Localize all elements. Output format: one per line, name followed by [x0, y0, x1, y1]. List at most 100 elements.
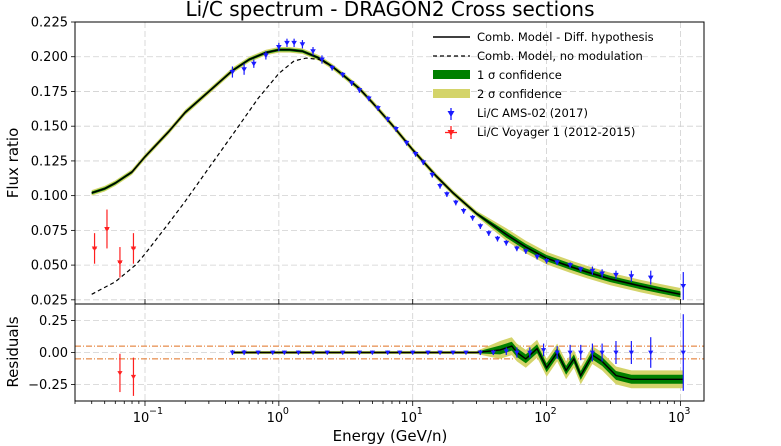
- top-y-tick-label: 0.025: [31, 293, 68, 308]
- ams-residual-point: [229, 350, 236, 356]
- ams-residual-point: [477, 350, 483, 356]
- ams-point: [420, 160, 427, 166]
- ams-point: [310, 49, 316, 54]
- ams-residual-point: [397, 350, 403, 356]
- ams-point: [503, 240, 510, 246]
- residual-model-line: [232, 345, 684, 380]
- ams-residual-point: [241, 350, 247, 356]
- ams-residual-point: [463, 350, 469, 356]
- top-y-tick-label: 0.225: [31, 16, 68, 31]
- x-tick-exponent: 1: [417, 406, 423, 417]
- x-tick-exponent: 2: [551, 406, 557, 417]
- ams-point: [485, 231, 492, 236]
- x-tick-exponent: 3: [684, 406, 690, 417]
- ams-point: [469, 215, 476, 221]
- x-tick-label: 10: [534, 411, 551, 426]
- legend-swatch-1sigma: [433, 70, 470, 79]
- legend: Comb. Model - Diff. hypothesis Comb. Mod…: [433, 30, 654, 139]
- ams-point: [339, 72, 346, 78]
- ams-point: [543, 258, 550, 264]
- x-tick-exponent: 0: [283, 406, 289, 417]
- ams-point: [291, 40, 297, 46]
- ams-residual-point: [514, 350, 520, 356]
- ams-residual-point: [503, 349, 509, 354]
- chart-title: Li/C spectrum - DRAGON2 Cross sections: [185, 0, 594, 21]
- ams-point: [412, 152, 419, 157]
- ams-residual-point: [437, 350, 443, 356]
- ams-residual-point: [425, 350, 431, 356]
- voyager-point: [104, 227, 110, 232]
- ams-point: [460, 208, 467, 214]
- ams-point: [284, 40, 290, 46]
- x-axis-label: Energy (GeV/n): [333, 427, 448, 445]
- ams-point: [366, 96, 372, 102]
- legend-label-voyager: Li/C Voyager 1 (2012-2015): [477, 125, 635, 139]
- ams-point: [494, 236, 501, 242]
- ams-point: [403, 140, 410, 146]
- ams-point: [589, 268, 596, 274]
- ams-point: [613, 272, 619, 278]
- x-tick-label: 10: [133, 411, 150, 426]
- ams-residual-point: [340, 350, 346, 356]
- bottom-y-tick-label: −0.25: [28, 378, 68, 393]
- voyager-residual-point: [130, 374, 137, 380]
- ams-point: [554, 260, 560, 266]
- ams-point: [229, 70, 236, 75]
- top-y-axis-label: Flux ratio: [4, 128, 22, 199]
- bottom-y-axis-label: Residuals: [4, 316, 22, 387]
- voyager-point: [130, 246, 137, 252]
- voyager-residual-point: [117, 371, 123, 376]
- ams-point: [567, 263, 573, 268]
- ams-point: [241, 67, 247, 73]
- ams-residual-point: [527, 350, 533, 356]
- bottom-y-tick-label: 0.25: [39, 314, 68, 329]
- ams-point: [375, 106, 381, 111]
- ams-residual-point: [589, 350, 596, 356]
- band-2sigma: [91, 47, 681, 301]
- ams-point: [393, 127, 399, 132]
- top-y-tick-label: 0.150: [31, 120, 68, 135]
- ams-point: [477, 224, 484, 230]
- top-y-tick-label: 0.050: [31, 259, 68, 274]
- legend-swatch-2sigma: [433, 89, 470, 98]
- ams-residual-point: [356, 350, 363, 356]
- ams-point: [299, 42, 306, 48]
- top-y-tick-label: 0.075: [31, 224, 68, 239]
- ams-point: [523, 249, 529, 255]
- x-tick-label: 10: [668, 411, 685, 426]
- ams-residual-point: [613, 350, 619, 356]
- x-tick-exponent: −1: [149, 406, 163, 417]
- top-panel-frame: [74, 21, 705, 305]
- ams-residual-point: [578, 350, 584, 356]
- ams-point: [251, 61, 257, 67]
- voyager-point: [91, 246, 98, 252]
- ams-residual-point: [295, 350, 302, 356]
- ams-point: [599, 271, 605, 277]
- legend-swatch-voyager-marker: [447, 130, 455, 136]
- ams-point: [348, 81, 355, 86]
- top-y-tick-label: 0.125: [31, 154, 68, 169]
- top-y-tick-label: 0.100: [31, 189, 68, 204]
- ams-residual-point: [680, 350, 686, 356]
- ams-residual-point: [540, 348, 547, 353]
- legend-label-1sigma: 1 σ confidence: [477, 68, 562, 82]
- ams-point: [384, 117, 391, 123]
- ams-point: [319, 57, 325, 63]
- ams-point: [276, 45, 282, 50]
- ams-residual-point: [281, 350, 287, 356]
- ams-residual-point: [369, 350, 376, 356]
- legend-swatch-ams-marker: [447, 111, 455, 117]
- voyager-point: [117, 260, 123, 266]
- legend-label-2sigma: 2 σ confidence: [477, 87, 562, 101]
- ams-point: [628, 274, 635, 280]
- legend-label-ams: Li/C AMS-02 (2017): [477, 106, 588, 120]
- line-model-diff-hypothesis: [91, 49, 681, 296]
- bottom-y-tick-label: 0.00: [39, 346, 68, 361]
- ams-point: [329, 65, 335, 71]
- top-y-tick-label: 0.200: [31, 50, 68, 65]
- ams-point: [429, 172, 436, 178]
- legend-label-model: Comb. Model - Diff. hypothesis: [477, 30, 654, 44]
- ams-point: [263, 53, 269, 59]
- top-y-tick-label: 0.175: [31, 85, 68, 100]
